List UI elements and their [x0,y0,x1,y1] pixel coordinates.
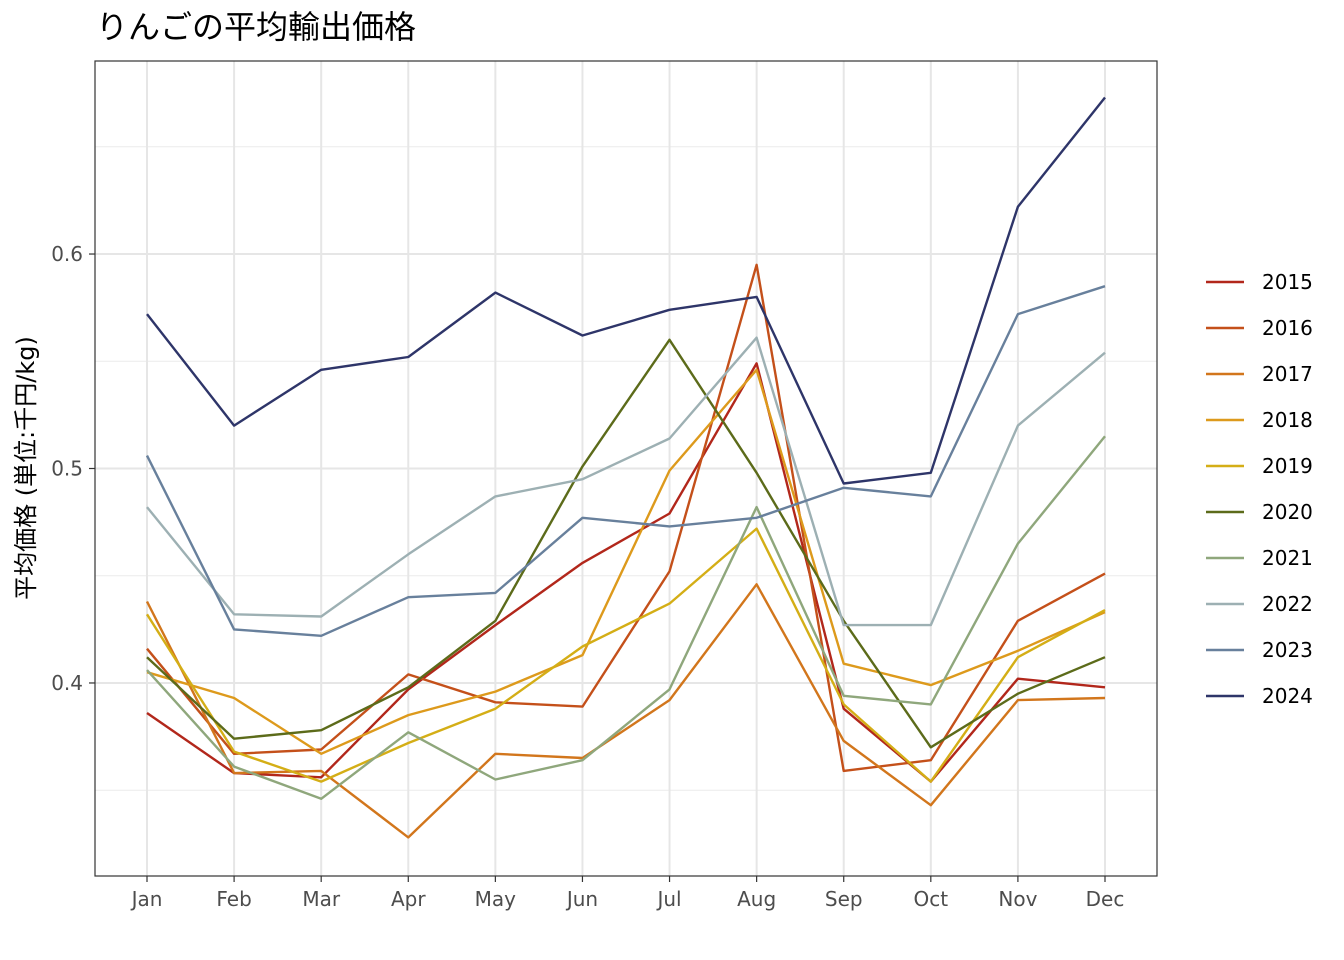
series-line-2023 [145,285,1106,637]
x-tick-label: Apr [391,887,426,911]
x-tick-label: Dec [1086,887,1125,911]
legend-label-2022: 2022 [1262,592,1313,616]
legend-label-2021: 2021 [1262,546,1313,570]
y-tick-label: 0.5 [51,457,83,481]
x-tick-label: May [475,887,517,911]
series-line-2018 [146,368,1106,755]
x-tick-label: Jul [655,887,681,911]
y-tick-label: 0.6 [51,242,83,266]
legend-label-2020: 2020 [1262,500,1313,524]
legend-label-2019: 2019 [1262,454,1313,478]
series-line-2022 [146,336,1106,627]
chart-title: りんごの平均輸出価格 [96,8,416,46]
x-tick-label: Jun [565,887,598,911]
x-tick-label: Aug [737,887,776,911]
x-tick-label: Jan [130,887,163,911]
grid-minor [95,146,1157,791]
series-line-2020 [146,338,1106,749]
y-axis-label: 平均価格 (単位:千円/kg) [12,336,40,600]
legend-label-2023: 2023 [1262,638,1313,662]
legend-label-2024: 2024 [1262,684,1313,708]
x-tick-label: Mar [302,887,341,911]
legend-label-2018: 2018 [1262,408,1313,432]
legend-label-2016: 2016 [1262,316,1313,340]
series-line-2019 [145,527,1106,783]
x-tick-label: Oct [914,887,949,911]
legend-label-2015: 2015 [1262,270,1313,294]
series-line-2024 [146,96,1106,485]
legend-label-2017: 2017 [1262,362,1313,386]
series-line-2015 [146,362,1106,783]
y-axis: 0.4 0.5 0.6 [51,242,95,695]
series-lines [145,96,1106,839]
x-axis: Jan Feb Mar Apr May Jun Jul Aug Sep Oct Nov Dec [130,876,1125,911]
series-line-2016 [146,263,1106,773]
x-tick-label: Feb [216,887,251,911]
x-tick-label: Sep [825,887,863,911]
y-tick-label: 0.4 [51,671,83,695]
x-tick-label: Nov [998,887,1037,911]
legend: 2015 2016 2017 2018 2019 2020 2021 2022 2023 2024 [1206,270,1313,708]
series-line-2021 [146,435,1106,800]
series-line-2017 [145,583,1106,839]
